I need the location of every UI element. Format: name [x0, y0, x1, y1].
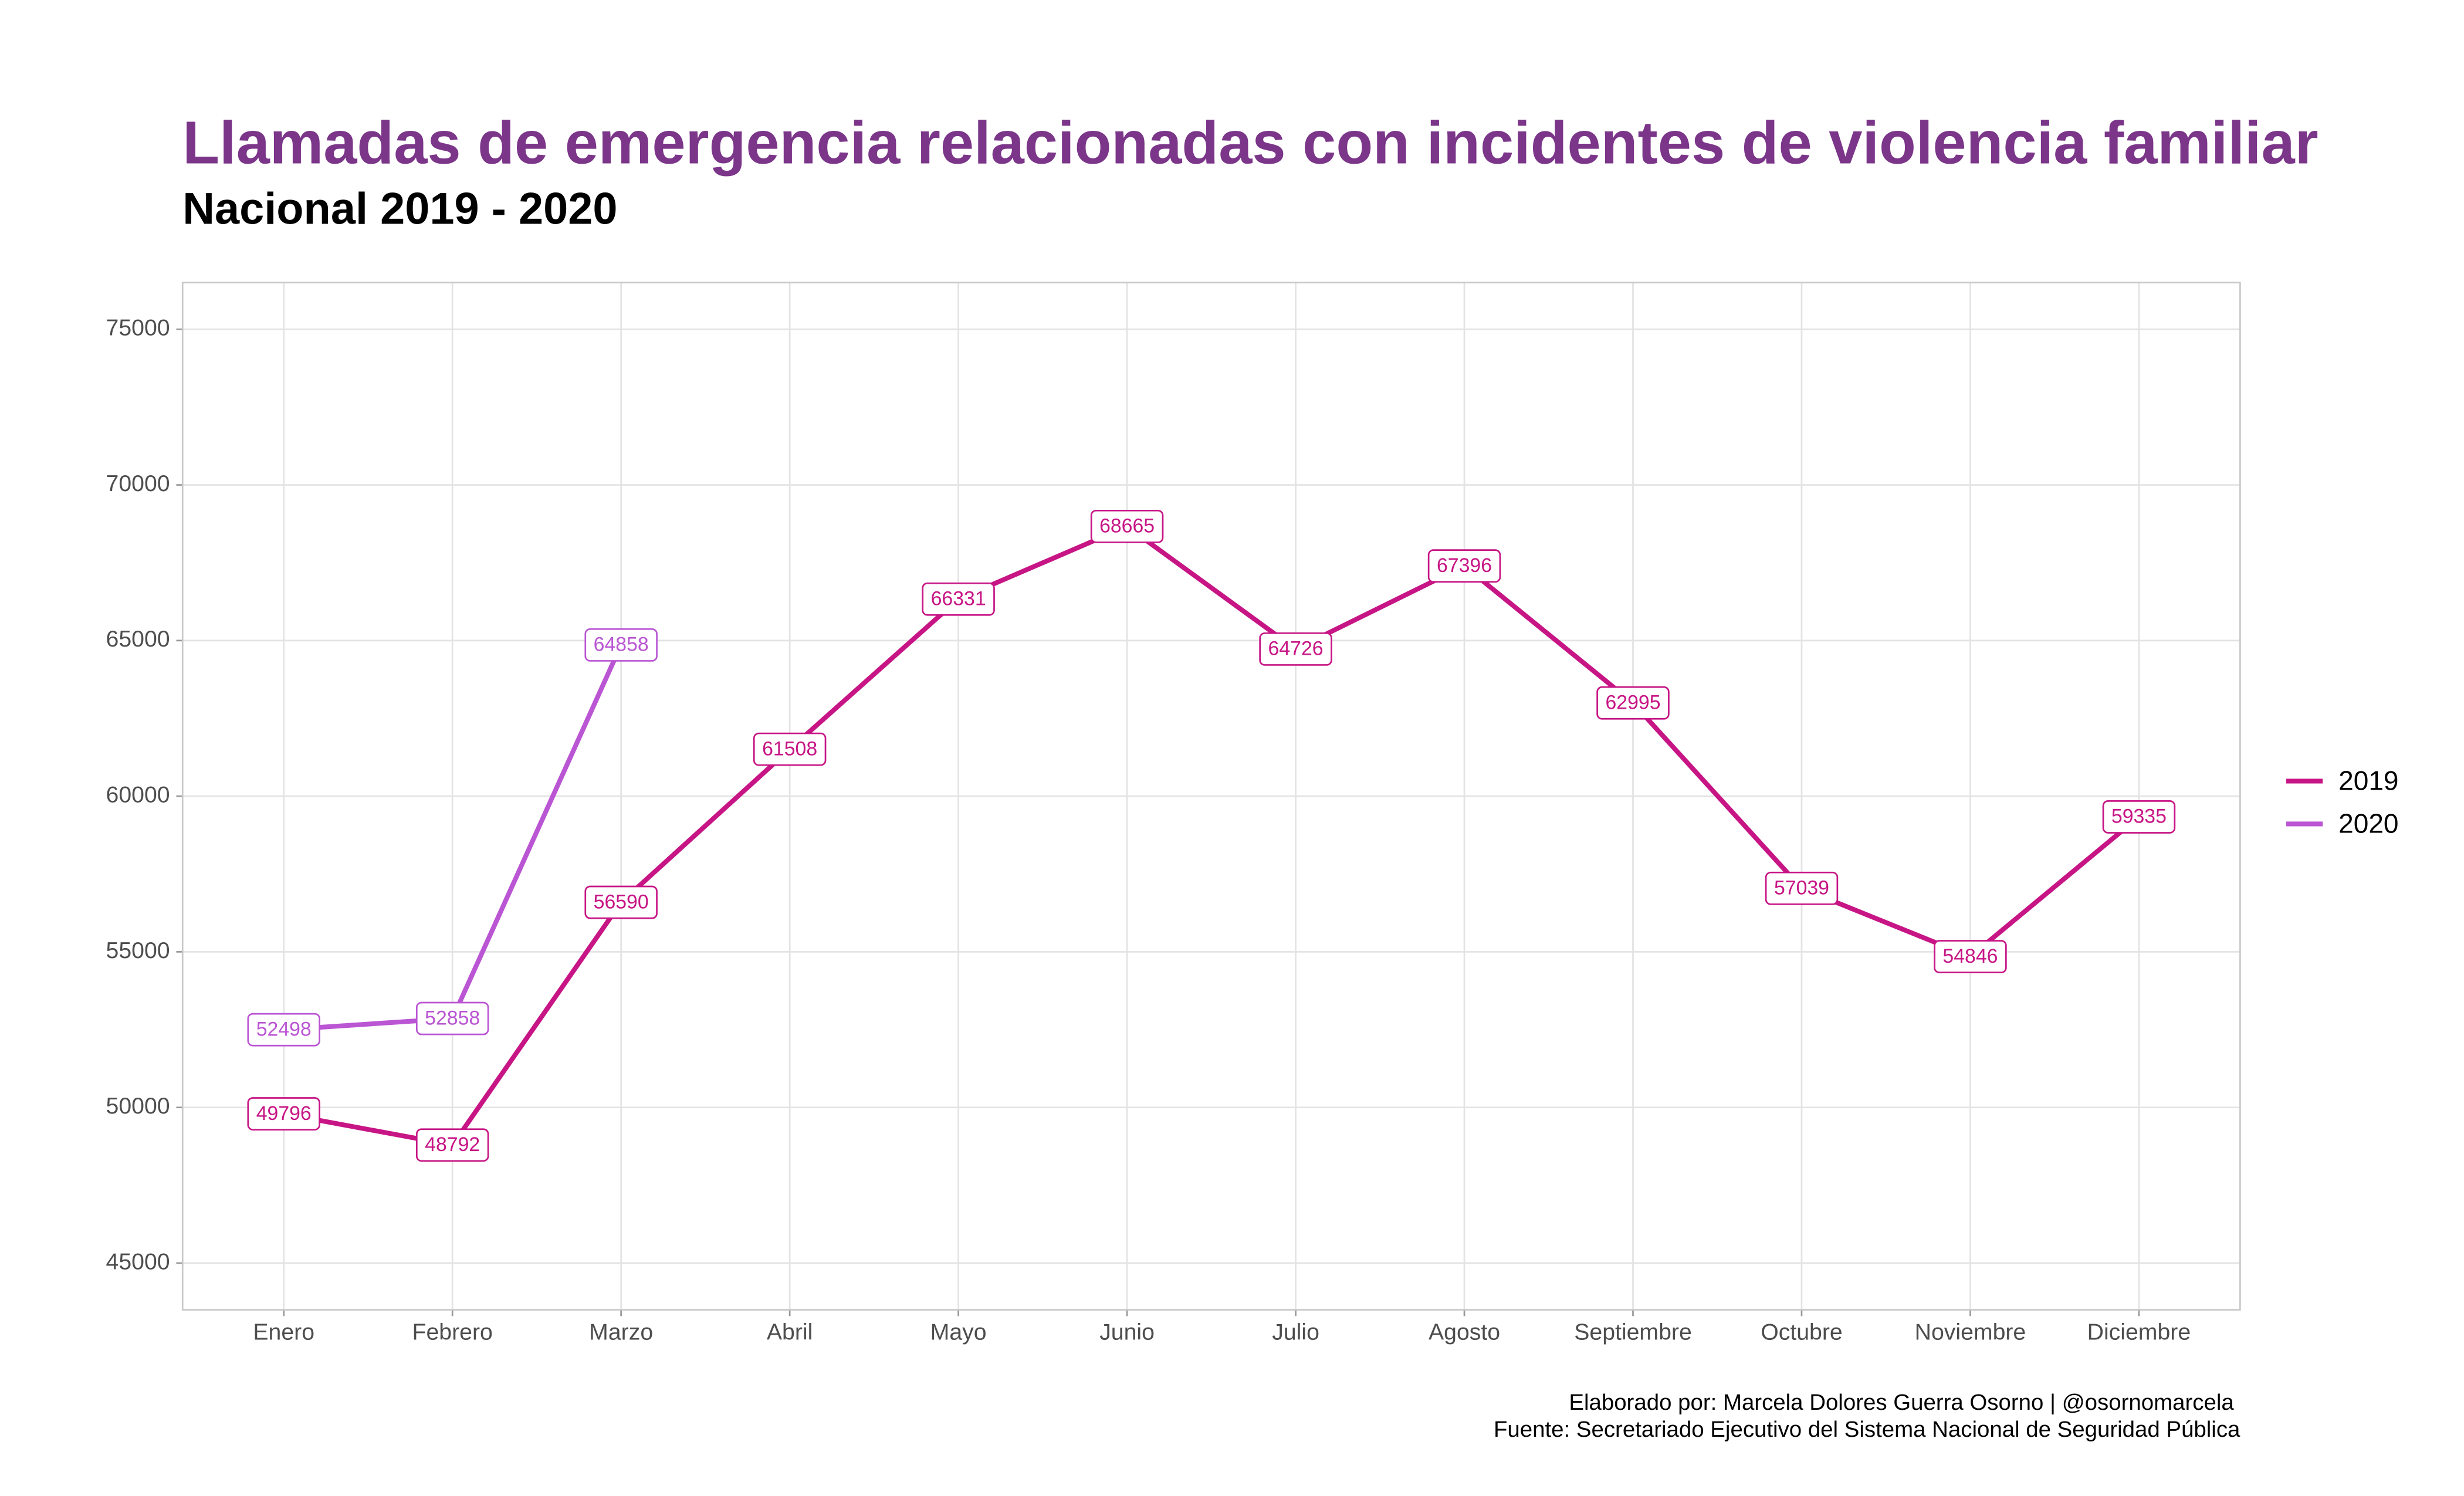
value-label: 54846	[1934, 940, 2007, 974]
value-label: 59335	[2102, 800, 2176, 834]
value-label-text: 61508	[762, 737, 817, 760]
value-label-box	[415, 1128, 489, 1162]
value-label: 57039	[1765, 871, 1839, 905]
value-label-text: 66331	[931, 588, 986, 610]
value-label-box	[1934, 940, 2007, 974]
caption: Elaborado por: Marcela Dolores Guerra Os…	[1569, 1390, 2240, 1415]
legend-label: 2019	[2338, 765, 2398, 796]
x-tick-label: Agosto	[1429, 1319, 1500, 1345]
value-label: 62995	[1596, 686, 1670, 720]
value-label: 68665	[1090, 509, 1164, 543]
value-label: 56590	[584, 885, 658, 919]
value-label-box	[247, 1097, 320, 1131]
value-label-box	[584, 885, 658, 919]
value-label: 66331	[922, 582, 995, 616]
value-label-text: 52858	[425, 1007, 480, 1029]
y-tick-label: 65000	[106, 626, 170, 652]
value-label-box	[1427, 549, 1501, 583]
value-label-box	[415, 1001, 489, 1035]
value-label-text: 59335	[2111, 805, 2167, 828]
x-tick-label: Octubre	[1761, 1319, 1843, 1345]
y-tick-label: 55000	[106, 937, 170, 963]
value-label: 52858	[415, 1001, 489, 1035]
value-label: 48792	[415, 1128, 489, 1162]
y-tick-label: 50000	[106, 1093, 170, 1119]
value-label-box	[1596, 686, 1670, 720]
x-tick-label: Enero	[253, 1319, 314, 1345]
value-label-text: 57039	[1774, 877, 1829, 899]
chart-subtitle: Nacional 2019 - 2020	[182, 184, 617, 234]
value-label-box	[247, 1013, 320, 1047]
x-tick-label: Julio	[1272, 1319, 1319, 1345]
x-tick-label: Abril	[767, 1319, 813, 1345]
value-label-box	[1765, 871, 1839, 905]
caption: Fuente: Secretariado Ejecutivo del Siste…	[1494, 1417, 2240, 1442]
value-label-text: 68665	[1099, 515, 1155, 537]
legend-label: 2020	[2338, 808, 2398, 838]
value-label-text: 62995	[1605, 692, 1660, 714]
value-label: 49796	[247, 1097, 320, 1131]
y-tick-label: 45000	[106, 1248, 170, 1274]
value-label-text: 64726	[1268, 638, 1324, 660]
value-label: 52498	[247, 1013, 320, 1047]
plot-border	[181, 282, 2241, 1311]
value-label-text: 56590	[594, 891, 649, 913]
x-tick-label: Noviembre	[1915, 1319, 2026, 1345]
y-tick-label: 60000	[106, 781, 170, 807]
value-label: 61508	[753, 732, 827, 766]
value-label-box	[584, 628, 658, 662]
x-tick-label: Junio	[1099, 1319, 1155, 1345]
value-label-text: 64858	[594, 634, 649, 656]
value-label-text: 54846	[1942, 945, 1998, 967]
x-tick-label: Septiembre	[1574, 1319, 1692, 1345]
value-label-box	[2102, 800, 2176, 834]
value-label: 64726	[1259, 632, 1332, 666]
x-tick-label: Febrero	[412, 1319, 493, 1345]
value-label-box	[1090, 509, 1164, 543]
value-label-box	[1259, 632, 1332, 666]
chart-title: Llamadas de emergencia relacionadas con …	[182, 109, 2318, 177]
value-label-text: 52498	[256, 1018, 312, 1040]
line-series	[283, 524, 2141, 1148]
value-label-text: 67396	[1437, 554, 1492, 577]
x-tick-label: Diciembre	[2087, 1319, 2191, 1345]
value-label: 64858	[584, 628, 658, 662]
y-tick-label: 70000	[106, 471, 170, 496]
x-tick-label: Mayo	[930, 1319, 987, 1345]
value-label-box	[753, 732, 827, 766]
value-label-text: 48792	[425, 1133, 480, 1156]
value-label-box	[922, 582, 995, 616]
x-tick-label: Marzo	[589, 1319, 653, 1345]
value-label-text: 49796	[256, 1102, 312, 1125]
value-label: 67396	[1427, 549, 1501, 583]
y-tick-label: 75000	[106, 315, 170, 341]
